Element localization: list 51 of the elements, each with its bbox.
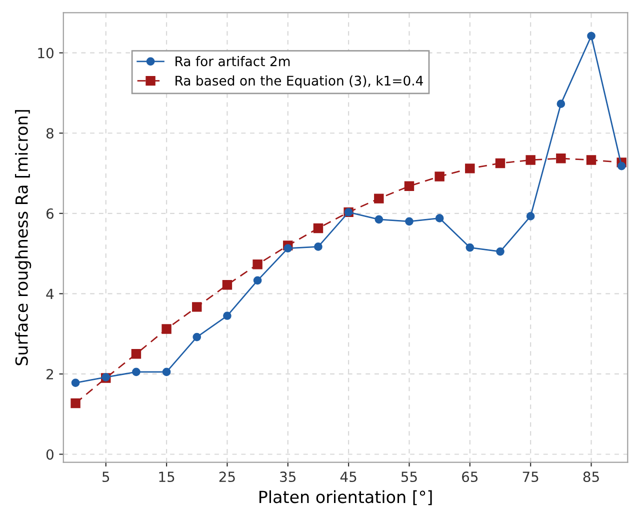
y-tick-label: 8 (46, 128, 54, 139)
point (556, 154, 566, 164)
point (162, 368, 171, 376)
point (404, 181, 414, 191)
point (587, 32, 596, 40)
x-tick-label: 85 (583, 472, 599, 482)
x-tick-label: 45 (340, 472, 356, 482)
y-tick-label: 2 (46, 368, 53, 380)
point (223, 312, 232, 320)
point (495, 158, 506, 168)
point (526, 155, 536, 165)
x-tick-label: 15 (159, 472, 174, 482)
point (434, 172, 444, 182)
point (70, 398, 80, 408)
x-tick-label: 35 (280, 472, 296, 482)
x-tick-label: 25 (219, 472, 235, 482)
point (252, 260, 262, 270)
y-tick-label: 0 (46, 449, 54, 460)
point (284, 244, 292, 252)
point (526, 212, 535, 220)
point (466, 243, 474, 252)
point (435, 214, 444, 222)
point (222, 280, 232, 290)
y-tick-label: 4 (46, 288, 54, 299)
x-tick-label: 65 (462, 472, 478, 482)
point (556, 100, 566, 108)
point (617, 162, 626, 170)
legend-label: Ra based on the Equation (3), k1=0.4 (176, 75, 423, 88)
x-tick-label: 75 (522, 472, 538, 482)
point (405, 217, 414, 226)
point (465, 164, 475, 174)
x-tick-label: 5 (102, 472, 110, 482)
x-tick-label: 55 (401, 472, 417, 482)
point (71, 378, 80, 387)
legend-label: Ra for artifact 2m (176, 56, 290, 66)
point (192, 332, 202, 342)
point (314, 242, 322, 251)
point (131, 349, 142, 359)
point (374, 215, 384, 224)
point (313, 223, 324, 234)
point (374, 194, 384, 204)
y-axis-title: Surface roughness Ra [micron] (15, 110, 32, 366)
x-axis-title: Platen orientation [°] (259, 490, 432, 506)
point (253, 276, 262, 285)
point (162, 324, 172, 334)
point (132, 368, 140, 376)
y-tick-label: 6 (46, 208, 54, 219)
point (586, 155, 596, 165)
y-tick-label: 10 (38, 48, 54, 58)
point (496, 247, 504, 256)
point (192, 302, 202, 312)
